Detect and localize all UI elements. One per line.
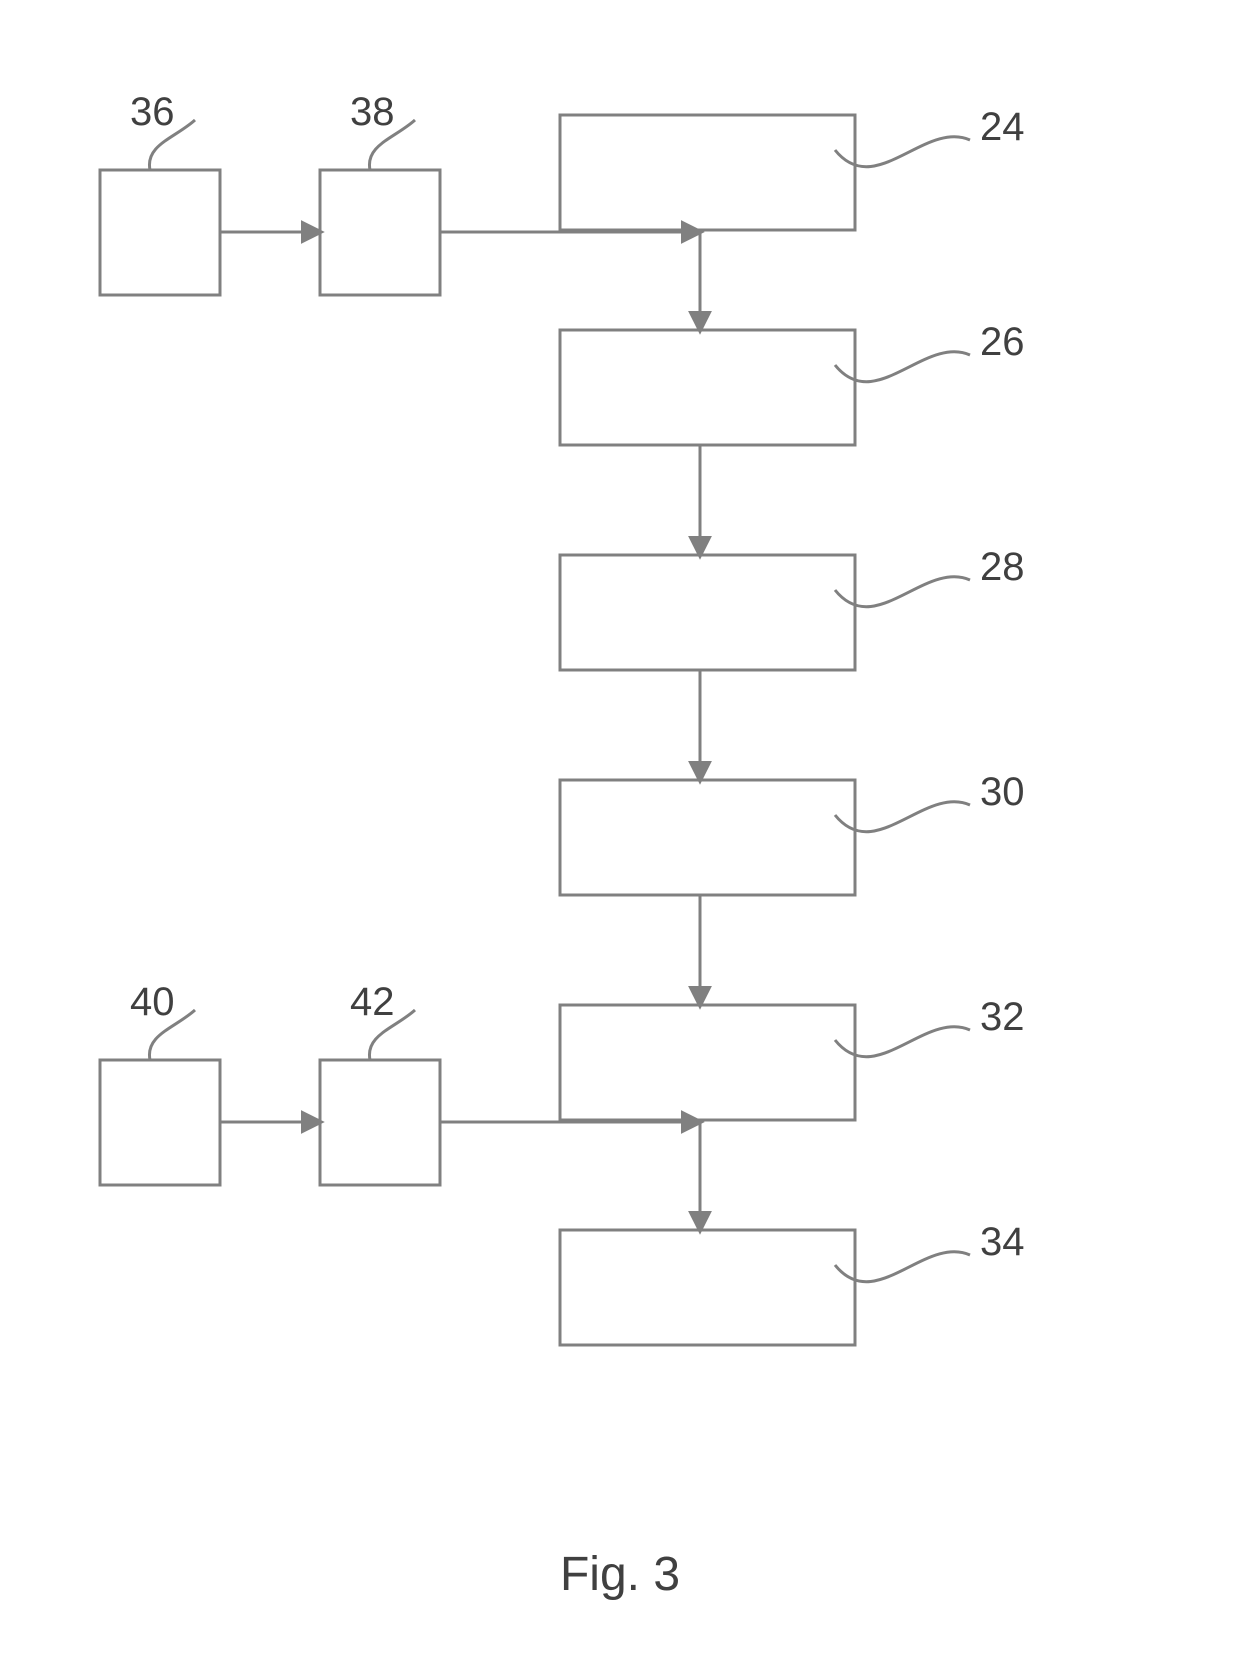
node-n26 xyxy=(560,330,855,445)
node-n34 xyxy=(560,1230,855,1345)
label-n36: 36 xyxy=(130,90,175,134)
label-n24: 24 xyxy=(980,105,1025,149)
label-n42: 42 xyxy=(350,980,395,1024)
node-n28 xyxy=(560,555,855,670)
figure-caption: Fig. 3 xyxy=(560,1548,680,1601)
node-n30 xyxy=(560,780,855,895)
node-n40 xyxy=(100,1060,220,1185)
label-n28: 28 xyxy=(980,545,1025,589)
label-n38: 38 xyxy=(350,90,395,134)
label-n40: 40 xyxy=(130,980,175,1024)
node-n36 xyxy=(100,170,220,295)
node-n32 xyxy=(560,1005,855,1120)
node-n42 xyxy=(320,1060,440,1185)
label-n30: 30 xyxy=(980,770,1025,814)
label-n26: 26 xyxy=(980,320,1025,364)
node-n24 xyxy=(560,115,855,230)
label-n34: 34 xyxy=(980,1220,1025,1264)
node-n38 xyxy=(320,170,440,295)
label-n32: 32 xyxy=(980,995,1025,1039)
